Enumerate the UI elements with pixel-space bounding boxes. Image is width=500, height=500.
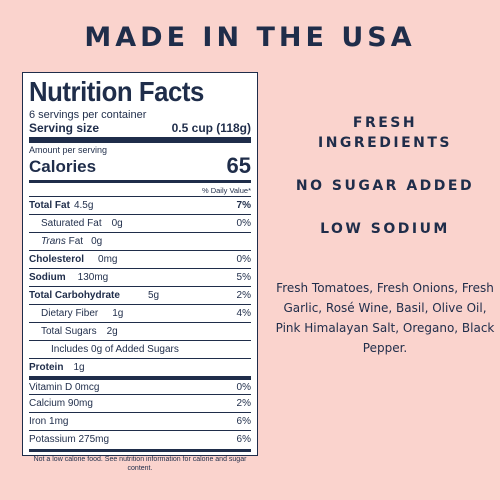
- nutrient-dv: 0%: [236, 218, 251, 229]
- nutrition-facts-title: Nutrition Facts: [29, 76, 204, 107]
- nutrient-dv: 0%: [236, 254, 251, 265]
- vitamin-row-vitamin-d: Vitamin D 0mcg 0%: [29, 376, 251, 394]
- nutrient-amount: 0g: [111, 218, 123, 229]
- nutrient-row-protein: Protein 1g: [29, 358, 251, 376]
- servings-per-container: 6 servings per container: [29, 109, 147, 121]
- nutrition-facts-label: Nutrition Facts 6 servings per container…: [22, 72, 258, 456]
- nutrient-row-total-carbohydrate: Total Carbohydrate 5g 2%: [29, 286, 251, 304]
- nutrient-amount: 1g: [112, 308, 124, 319]
- amount-per-serving: Amount per serving: [29, 145, 108, 155]
- nutrient-row-sodium: Sodium 130mg 5%: [29, 268, 251, 286]
- vitamin-row-calcium: Calcium 90mg 2%: [29, 394, 251, 412]
- nutrient-row-total-sugars: Total Sugars 2g: [29, 322, 251, 340]
- nutrient-row-dietary-fiber: Dietary Fiber 1g 4%: [29, 304, 251, 322]
- nutrient-amount: 4.5g: [73, 200, 94, 211]
- nutrient-amount: 0g: [91, 236, 103, 247]
- label-footnote: Not a low calorie food. See nutrition in…: [33, 456, 247, 472]
- nutrient-name: Cholesterol: [29, 254, 85, 265]
- vitamin-name: Calcium 90mg: [29, 398, 93, 409]
- vitamin-dv: 6%: [236, 416, 251, 427]
- vitamin-name: Potassium 275mg: [29, 434, 110, 445]
- nutrient-name: Includes 0g of Added Sugars: [51, 344, 179, 355]
- nutrient-name: Fat: [68, 236, 84, 247]
- nutrient-row-added-sugars: Includes 0g of Added Sugars: [29, 340, 251, 358]
- serving-size-row: Serving size 0.5 cup (118g): [29, 121, 251, 135]
- nutrient-dv: 7%: [236, 200, 251, 211]
- vitamin-name: Iron 1mg: [29, 416, 69, 427]
- nutrient-row-trans-fat: Trans Fat 0g: [29, 232, 251, 250]
- nutrient-name: Total Carbohydrate: [29, 290, 120, 301]
- thick-divider: [29, 137, 251, 143]
- calories-label: Calories: [29, 157, 97, 176]
- nutrient-name: Total Fat: [29, 200, 70, 211]
- vitamin-dv: 2%: [236, 398, 251, 409]
- claim-no-sugar-added: NO SUGAR ADDED: [295, 178, 475, 194]
- nutrient-amount: 1g: [73, 362, 85, 373]
- nutrient-name: Total Sugars: [41, 326, 97, 337]
- nutrient-name: Sodium: [29, 272, 66, 283]
- medium-divider: [29, 180, 251, 183]
- nutrient-amount: 2g: [106, 326, 118, 337]
- serving-size-label: Serving size: [29, 121, 100, 135]
- serving-size-value: 0.5 cup (118g): [171, 121, 251, 135]
- nutrient-name: Saturated Fat: [41, 218, 102, 229]
- bottom-divider: [29, 449, 251, 452]
- calories-value: 65: [226, 153, 251, 178]
- vitamin-dv: 0%: [236, 381, 251, 393]
- nutrient-name-italic: Trans: [41, 236, 66, 247]
- calories-row: Calories 65: [29, 155, 251, 177]
- nutrient-row-total-fat: Total Fat 4.5g 7%: [29, 196, 251, 214]
- nutrient-row-saturated-fat: Saturated Fat 0g 0%: [29, 214, 251, 232]
- ingredients-list: Fresh Tomatoes, Fresh Onions, Fresh Garl…: [275, 281, 495, 355]
- nutrient-dv: 5%: [236, 272, 251, 283]
- nutrient-amount: 5g: [147, 290, 160, 301]
- nutrient-name: Protein: [29, 362, 64, 373]
- nutrient-row-cholesterol: Cholesterol 0mg 0%: [29, 250, 251, 268]
- vitamin-row-iron: Iron 1mg 6%: [29, 412, 251, 430]
- claim-low-sodium: LOW SODIUM: [320, 221, 450, 237]
- nutrient-amount: 130mg: [77, 272, 109, 283]
- nutrient-amount: 0mg: [98, 254, 118, 265]
- vitamin-dv: 6%: [236, 434, 251, 445]
- daily-value-header: % Daily Value*: [201, 186, 251, 195]
- headline: MADE IN THE USA: [84, 22, 416, 53]
- claim-fresh-ingredients: FRESH INGREDIENTS: [317, 115, 452, 151]
- vitamin-name: Vitamin D 0mcg: [29, 381, 100, 393]
- nutrient-dv: 2%: [236, 290, 251, 301]
- vitamin-row-potassium: Potassium 275mg 6%: [29, 430, 251, 448]
- nutrient-name: Dietary Fiber: [41, 308, 99, 319]
- nutrient-dv: 4%: [236, 308, 251, 319]
